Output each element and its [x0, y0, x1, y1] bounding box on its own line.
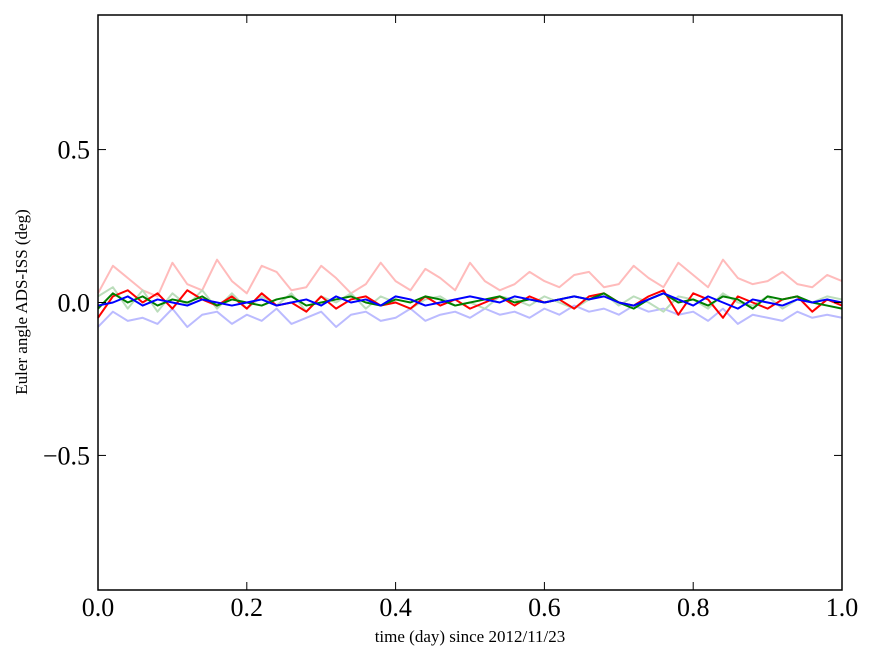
- x-tick-label: 0.4: [379, 593, 412, 622]
- data-line: [97, 258, 843, 298]
- x-tick-label: 0.6: [528, 593, 561, 622]
- x-tick-label: 0.8: [677, 593, 710, 622]
- y-tick-label: 0.0: [58, 289, 91, 318]
- data-line: [97, 292, 843, 310]
- x-tick-label: 1.0: [826, 593, 859, 622]
- y-axis-label: Euler angle ADS-ISS (deg): [12, 209, 31, 395]
- y-tick-label: −0.5: [43, 441, 90, 470]
- x-axis-label: time (day) since 2012/11/23: [375, 627, 566, 646]
- y-tick-label: 0.5: [58, 136, 91, 165]
- x-tick-label: 0.0: [82, 593, 115, 622]
- x-tick-label: 0.2: [231, 593, 264, 622]
